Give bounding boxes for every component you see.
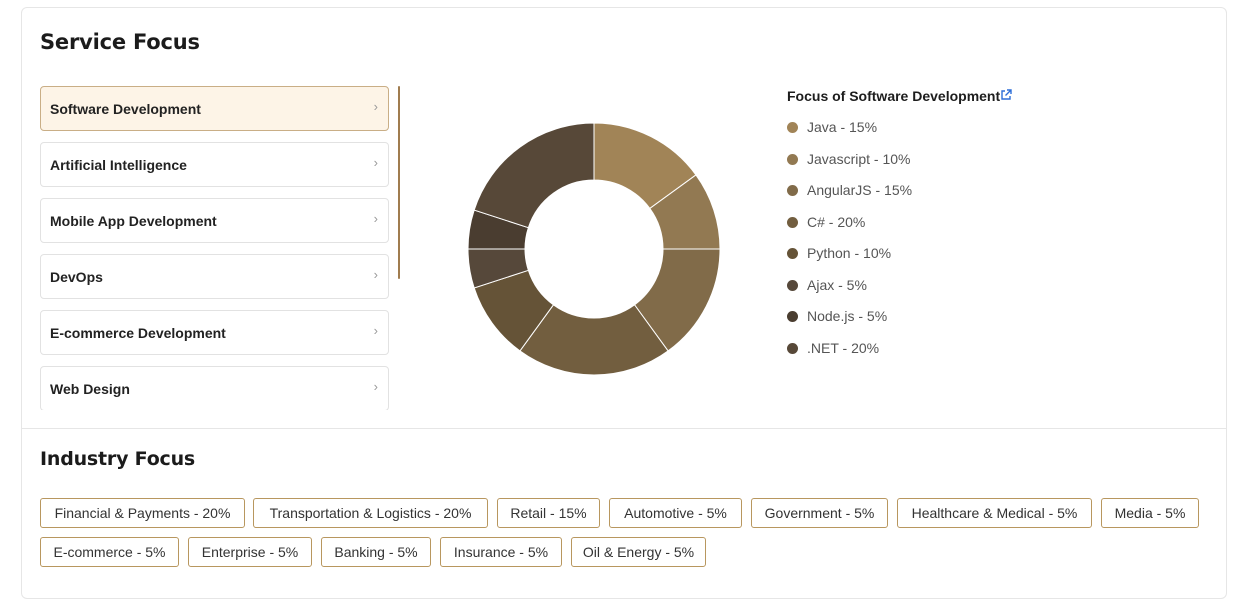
chart-title: Focus of Software Development — [787, 88, 1001, 104]
service-item-web-design[interactable]: Web Design › — [40, 366, 389, 410]
service-item-label: E-commerce Development — [50, 325, 226, 341]
chevron-right-icon: › — [373, 99, 378, 114]
industry-tag[interactable]: Oil & Energy - 5% — [571, 537, 706, 567]
chevron-right-icon: › — [373, 211, 378, 226]
legend-label: .NET - 20% — [807, 339, 880, 356]
chevron-right-icon: › — [373, 323, 378, 338]
chevron-right-icon: › — [373, 379, 378, 394]
industry-tag[interactable]: Transportation & Logistics - 20% — [253, 498, 488, 528]
industry-tag[interactable]: Media - 5% — [1101, 498, 1199, 528]
legend-dot-icon — [787, 185, 798, 196]
service-list-scrollbar[interactable] — [398, 86, 400, 279]
section-divider — [22, 428, 1226, 429]
service-item-devops[interactable]: DevOps › — [40, 254, 389, 299]
legend-label: Ajax - 5% — [807, 276, 867, 293]
industry-tag[interactable]: Insurance - 5% — [440, 537, 562, 567]
focus-donut-chart — [467, 122, 721, 376]
legend-dot-icon — [787, 311, 798, 322]
industry-tag[interactable]: Banking - 5% — [321, 537, 431, 567]
service-item-label: Artificial Intelligence — [50, 157, 187, 173]
service-item-label: Web Design — [50, 381, 130, 397]
legend-dot-icon — [787, 248, 798, 259]
legend-label: Java - 15% — [807, 119, 878, 135]
legend-dot-icon — [787, 153, 798, 165]
industry-tag[interactable]: Retail - 15% — [497, 498, 600, 528]
legend-label: Node.js - 5% — [807, 308, 888, 324]
content-card: Service Focus Software Development › Art… — [21, 7, 1227, 599]
legend-label: C# - 20% — [807, 213, 866, 230]
donut-slice--net[interactable] — [473, 122, 595, 229]
service-list[interactable]: Software Development › Artificial Intell… — [40, 86, 392, 410]
industry-tag[interactable]: E-commerce - 5% — [40, 537, 179, 567]
chevron-right-icon: › — [373, 155, 378, 170]
legend-dot-icon — [787, 342, 798, 354]
industry-tag[interactable]: Automotive - 5% — [609, 498, 742, 528]
industry-tag[interactable]: Financial & Payments - 20% — [40, 498, 245, 528]
industry-focus-title: Industry Focus — [40, 448, 196, 470]
service-item-label: DevOps — [50, 269, 103, 285]
service-focus-title: Service Focus — [40, 30, 200, 54]
legend-dot-icon — [787, 279, 798, 291]
service-item-software-development[interactable]: Software Development › — [40, 86, 389, 131]
legend-label: AngularJS - 15% — [807, 182, 913, 198]
service-item-ecommerce-development[interactable]: E-commerce Development › — [40, 310, 389, 355]
legend-dot-icon — [787, 216, 798, 228]
service-item-label: Mobile App Development — [50, 213, 217, 229]
legend-dot-icon — [787, 122, 798, 133]
industry-tag[interactable]: Enterprise - 5% — [188, 537, 312, 567]
industry-tag[interactable]: Healthcare & Medical - 5% — [897, 498, 1092, 528]
chevron-right-icon: › — [373, 267, 378, 282]
external-link-icon[interactable] — [1000, 89, 1012, 101]
service-item-mobile-app-development[interactable]: Mobile App Development › — [40, 198, 389, 243]
legend-label: Javascript - 10% — [807, 150, 911, 167]
service-item-label: Software Development — [50, 101, 201, 117]
industry-tag[interactable]: Government - 5% — [751, 498, 888, 528]
service-item-artificial-intelligence[interactable]: Artificial Intelligence › — [40, 142, 389, 187]
legend-label: Python - 10% — [807, 245, 892, 261]
